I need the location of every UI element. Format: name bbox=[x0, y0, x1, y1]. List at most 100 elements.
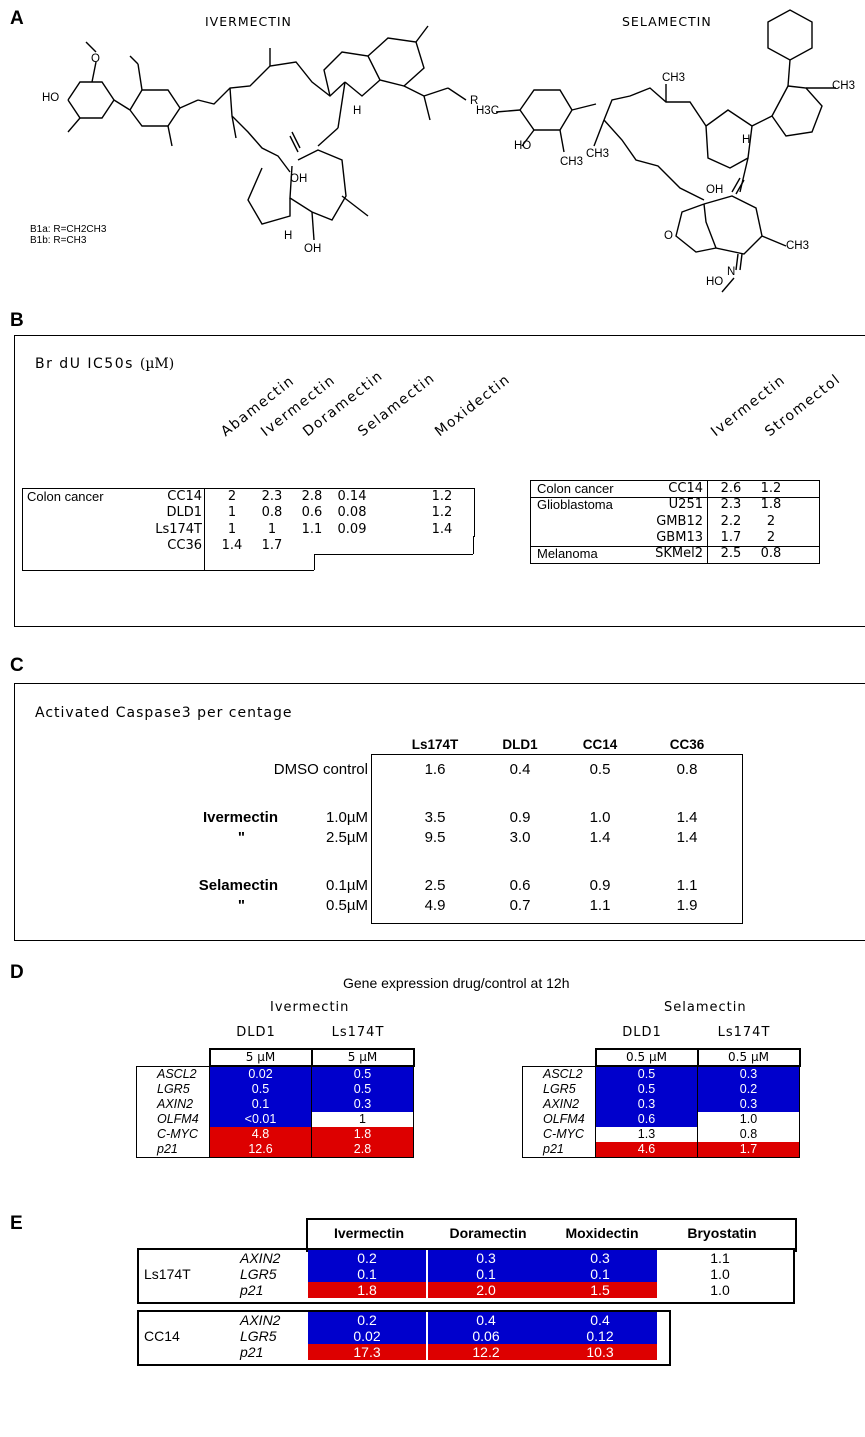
atom-label: HO bbox=[42, 92, 60, 104]
drug-name: Selamectin bbox=[198, 877, 278, 894]
value-cell: 2.5 bbox=[720, 546, 742, 562]
expression-cell: 1.0 bbox=[658, 1266, 782, 1282]
expression-cell: 0.2 bbox=[308, 1250, 426, 1266]
ivermectin-structure bbox=[67, 25, 467, 241]
gene-name: LGR5 bbox=[136, 1082, 210, 1097]
gene-name: AXIN2 bbox=[240, 1250, 281, 1266]
gene-name: p21 bbox=[522, 1142, 596, 1158]
value-cell: 0.5 bbox=[589, 761, 611, 778]
expression-cell: 0.5 bbox=[595, 1066, 698, 1082]
panel-c-box bbox=[14, 683, 865, 941]
caspase-title: Activated Caspase3 per centage bbox=[35, 705, 293, 721]
gene-name: LGR5 bbox=[522, 1082, 596, 1097]
cell-block-box bbox=[137, 1310, 671, 1366]
atom-label: CH3 bbox=[586, 148, 610, 160]
expression-cell: 0.4 bbox=[428, 1312, 544, 1328]
value-cell: 1.2 bbox=[431, 489, 453, 504]
expression-cell: 0.3 bbox=[543, 1250, 657, 1266]
gene-row: ASCL2 0.5 0.3 bbox=[522, 1065, 800, 1082]
expression-cell: 17.3 bbox=[308, 1344, 426, 1360]
value-cell: 0.09 bbox=[337, 521, 367, 537]
ivermectin-note-b1a: B1a: R=CH2CH3 bbox=[30, 224, 107, 235]
value-cell: 1.8 bbox=[760, 497, 782, 513]
value-cell: 1.4 bbox=[589, 829, 611, 846]
value-cell: 0.4 bbox=[509, 761, 531, 778]
value-cell: 2.3 bbox=[720, 497, 742, 513]
expression-cell: <0.01 bbox=[209, 1112, 312, 1127]
brdu-right-table-rule bbox=[531, 497, 819, 498]
selamectin-title: SELAMECTIN bbox=[622, 14, 712, 29]
dose-label: 1.0µM bbox=[326, 809, 368, 826]
gene-name: OLFM4 bbox=[522, 1112, 596, 1127]
gene-grid: 0.5 µM 0.5 µM ASCL2 0.5 0.3 LGR5 0.5 0.2 AXIN2 0.… bbox=[522, 1048, 801, 1158]
value-cell: 1.1 bbox=[676, 877, 698, 894]
atom-label: CH3 bbox=[786, 240, 810, 252]
expression-cell: 1.3 bbox=[595, 1127, 698, 1142]
cell-line: DLD1 bbox=[166, 505, 202, 521]
value-cell: 3.0 bbox=[509, 829, 531, 846]
brdu-title-main: Br dU IC50s bbox=[35, 356, 134, 372]
value-cell: 0.8 bbox=[676, 761, 698, 778]
gene-row: AXIN2 0.1 0.3 bbox=[136, 1097, 414, 1112]
atom-label: R bbox=[470, 95, 479, 107]
column-header: Ivermectin bbox=[333, 1225, 405, 1241]
gene-row: ASCL2 0.02 0.5 bbox=[136, 1065, 414, 1082]
value-cell: 1 bbox=[227, 505, 237, 521]
gene-name: ASCL2 bbox=[136, 1065, 210, 1082]
panel-e-label: E bbox=[10, 1213, 23, 1234]
atom-label: H bbox=[353, 105, 362, 117]
expression-cell: 1.7 bbox=[697, 1142, 800, 1158]
panel-b-label: B bbox=[10, 310, 24, 331]
brdu-left-table-border bbox=[473, 536, 474, 554]
empty-cell bbox=[137, 1049, 210, 1066]
panel-e-header-box bbox=[306, 1218, 797, 1252]
brdu-left-table-border bbox=[314, 554, 315, 570]
drug-title: Selamectin bbox=[664, 1000, 747, 1015]
panel-d-label: D bbox=[10, 962, 24, 983]
gene-row: C-MYC 4.8 1.8 bbox=[136, 1127, 414, 1142]
gene-name: C-MYC bbox=[522, 1127, 596, 1142]
brdu-left-table: Colon cancer CC14 DLD1 Ls174T CC36 2 2.3 2… bbox=[22, 488, 475, 571]
atom-label: H bbox=[742, 134, 751, 146]
empty-cell bbox=[523, 1049, 596, 1066]
expression-cell: 0.5 bbox=[595, 1082, 698, 1097]
selamectin-structure bbox=[495, 9, 836, 293]
expression-cell: 0.3 bbox=[311, 1097, 414, 1112]
dose-label: 0.1µM bbox=[326, 877, 368, 894]
value-cell: 2.5 bbox=[424, 877, 446, 894]
value-cell: 1.4 bbox=[221, 537, 243, 553]
value-cell: 2 bbox=[766, 513, 776, 529]
value-cell: 1.2 bbox=[431, 505, 453, 521]
expression-cell: 1 bbox=[311, 1112, 414, 1127]
value-cell: 0.7 bbox=[509, 897, 531, 914]
value-cell: 1 bbox=[227, 521, 237, 537]
atom-label: O bbox=[91, 53, 100, 65]
ivermectin-notes: B1a: R=CH2CH3 B1b: R=CH3 bbox=[30, 224, 106, 246]
expression-cell: 1.0 bbox=[658, 1282, 782, 1298]
dose-row: 5 µM 5 µM bbox=[137, 1048, 415, 1067]
expression-cell: 4.6 bbox=[595, 1142, 698, 1158]
gene-name: p21 bbox=[240, 1282, 264, 1298]
column-header: Doramectin bbox=[449, 1225, 527, 1241]
gene-table: 5 µM 5 µM ASCL2 0.02 0.5 LGR5 0.5 0.5 AXIN2 0.1 0.… bbox=[136, 1048, 415, 1158]
value-cell: 2.2 bbox=[720, 513, 742, 529]
brdu-title: Br dU IC50s (µM) bbox=[35, 356, 174, 372]
caspase-table-box bbox=[371, 754, 743, 924]
gene-name: ASCL2 bbox=[522, 1065, 596, 1082]
value-cell: 0.9 bbox=[509, 809, 531, 826]
value-cell: 2 bbox=[227, 489, 237, 504]
atom-label: HO bbox=[514, 140, 532, 152]
expression-cell: 1.8 bbox=[308, 1282, 426, 1298]
cell-line-header: Ls174T bbox=[717, 1025, 771, 1040]
expression-cell: 1.8 bbox=[311, 1127, 414, 1142]
cell-line-header: DLD1 bbox=[622, 1025, 662, 1040]
expression-cell: 0.3 bbox=[697, 1097, 800, 1112]
expression-cell: 0.2 bbox=[308, 1312, 426, 1328]
cell-line: GMB12 bbox=[656, 513, 703, 529]
dose-label: 0.5µM bbox=[326, 897, 368, 914]
brdu-title-unit: (µM) bbox=[139, 356, 175, 372]
expression-cell: 0.02 bbox=[308, 1328, 426, 1344]
gene-name: LGR5 bbox=[240, 1328, 277, 1344]
value-cell: 0.08 bbox=[337, 505, 367, 521]
expression-cell: 0.8 bbox=[697, 1127, 800, 1142]
